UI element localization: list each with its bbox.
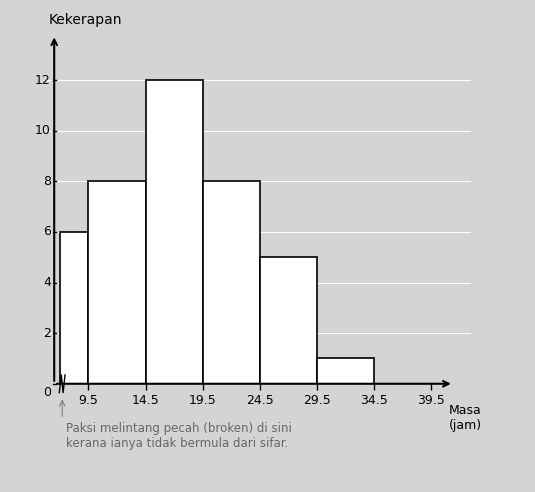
Text: 6: 6 — [43, 225, 51, 239]
Text: 10: 10 — [35, 124, 51, 137]
Bar — [317, 359, 374, 384]
Bar — [146, 80, 203, 384]
Text: 0: 0 — [43, 386, 51, 400]
Text: Paksi melintang pecah (broken) di sini
kerana ianya tidak bermula dari sifar.: Paksi melintang pecah (broken) di sini k… — [66, 422, 292, 450]
Bar — [88, 181, 146, 384]
Text: 4: 4 — [43, 276, 51, 289]
Bar — [203, 181, 259, 384]
Text: Masa
(jam): Masa (jam) — [448, 404, 482, 432]
Text: 12: 12 — [35, 73, 51, 87]
Bar — [60, 232, 88, 384]
Bar — [259, 257, 317, 384]
Text: Kekerapan: Kekerapan — [49, 13, 122, 28]
Text: 2: 2 — [43, 327, 51, 339]
Text: 8: 8 — [43, 175, 51, 188]
